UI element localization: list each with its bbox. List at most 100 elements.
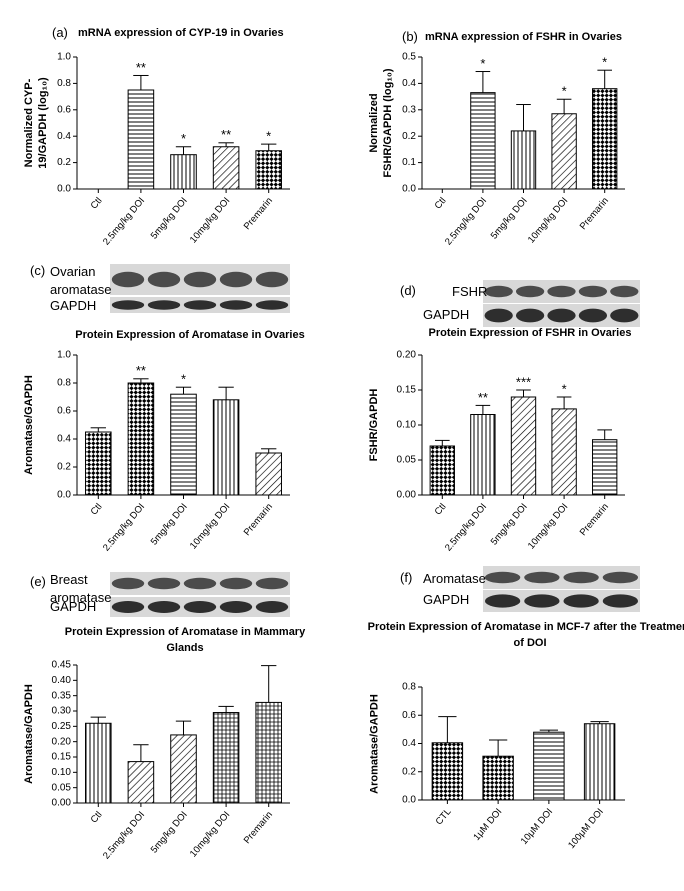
bar (551, 113, 577, 190)
x-tick-label: Premarin (242, 809, 275, 846)
significance: *** (516, 374, 531, 389)
chart-title: Protein Expression of FSHR in Ovaries (428, 327, 632, 339)
bar (127, 89, 155, 190)
y-tick-label: 0.5 (402, 52, 416, 63)
x-tick-label: Ctl (89, 195, 105, 211)
chart-title: mRNA expression of FSHR in Ovaries (425, 31, 623, 43)
panel-label: (f) (400, 570, 413, 585)
y-tick-label: 0.20 (397, 350, 417, 361)
panel-label: (b) (402, 29, 418, 44)
y-tick-label: 0.0 (57, 490, 71, 501)
bar (85, 722, 112, 804)
x-tick-label: 2.5mg/kg DOI (101, 809, 147, 861)
blot-band (219, 601, 253, 613)
x-tick-label: 10mg/kg DOI (188, 809, 232, 859)
bar (510, 396, 537, 496)
chart-title: Protein Expression of Aromatase in Ovari… (75, 329, 305, 341)
bar (170, 154, 197, 190)
bar (583, 723, 616, 801)
bar (592, 88, 618, 190)
y-tick-label: 0.8 (57, 378, 71, 389)
y-tick-label: 0.15 (397, 385, 417, 396)
blot-band (547, 308, 576, 323)
blot-band (524, 594, 560, 608)
chart-title: mRNA expression of CYP-19 in Ovaries (78, 27, 284, 39)
x-tick-label: 10mg/kg DOI (188, 501, 232, 551)
significance: * (562, 84, 567, 99)
blot-band (255, 601, 289, 613)
blot-label: GAPDH (423, 307, 470, 322)
significance: ** (221, 127, 231, 142)
significance: * (562, 381, 567, 396)
blot-band (578, 308, 608, 323)
bar (212, 712, 240, 804)
y-tick-label: 0.8 (402, 682, 416, 693)
blot-band (484, 308, 513, 323)
y-tick-label: 0.25 (52, 721, 72, 732)
blot-band (255, 300, 289, 310)
x-tick-label: 1μM DOI (471, 806, 504, 842)
x-tick-label: 5mg/kg DOI (489, 195, 530, 241)
blot-band (547, 285, 576, 298)
bar (431, 742, 464, 801)
x-tick-label: 5mg/kg DOI (149, 809, 190, 855)
y-tick-label: 0.30 (52, 706, 72, 717)
x-tick-label: 5mg/kg DOI (149, 501, 190, 547)
blot-band (111, 300, 145, 310)
bar (212, 399, 240, 496)
x-tick-label: Ctl (433, 501, 449, 517)
blot-band (515, 285, 545, 298)
y-tick-label: 0.2 (57, 462, 71, 473)
blot-band (147, 577, 181, 590)
bar (255, 701, 282, 804)
blot-band (183, 577, 217, 590)
blot-band (563, 571, 599, 584)
x-tick-label: 10μM DOI (519, 806, 555, 846)
y-axis-label: Aromatase/GAPDH (23, 375, 35, 475)
significance: ** (478, 390, 488, 405)
y-tick-label: 0.4 (57, 131, 71, 142)
blot-label: GAPDH (423, 592, 470, 607)
blot-band (147, 601, 181, 613)
blot-band (147, 300, 181, 310)
blot-band (183, 271, 217, 288)
significance: ** (136, 60, 146, 75)
chart-title: Protein Expression of Aromatase in MCF-7… (367, 621, 684, 649)
blot-band (610, 285, 639, 298)
blot-label: Breast aromatase (50, 572, 112, 605)
x-tick-label: Premarin (578, 501, 611, 538)
bar (85, 431, 112, 496)
panel-label: (a) (52, 25, 68, 40)
x-tick-label: 2.5mg/kg DOI (101, 501, 147, 553)
x-tick-label: 5mg/kg DOI (489, 501, 530, 547)
y-axis-label: Aromatase/GAPDH (368, 693, 380, 794)
bar (255, 452, 282, 496)
chart-title: Protein Expression of Aromatase in Mamma… (64, 626, 306, 654)
y-axis-label: Aromatase/GAPDH (23, 684, 35, 784)
bar (592, 439, 618, 496)
y-tick-label: 0.8 (57, 78, 71, 89)
blot-label: GAPDH (50, 298, 97, 313)
y-tick-label: 0.0 (402, 795, 416, 806)
bar (127, 761, 155, 804)
y-tick-label: 0.45 (52, 660, 72, 671)
y-tick-label: 0.6 (57, 104, 71, 115)
x-tick-label: 2.5mg/kg DOI (101, 195, 147, 247)
blot-label: FSHR (452, 284, 488, 299)
y-tick-label: 0.15 (52, 752, 72, 763)
panel-label: (d) (400, 283, 416, 298)
bar (470, 92, 496, 190)
blot-label: Ovarian aromatase (50, 264, 112, 297)
significance: * (266, 129, 271, 144)
bar (429, 445, 455, 496)
x-tick-label: Premarin (242, 195, 275, 232)
y-tick-label: 0.00 (52, 798, 72, 809)
x-tick-label: 2.5mg/kg DOI (443, 195, 489, 247)
bar (551, 408, 577, 496)
y-tick-label: 1.0 (57, 52, 71, 63)
blot-band (484, 285, 513, 298)
blot-band (219, 577, 253, 590)
blot-band (563, 594, 599, 608)
bar (170, 734, 197, 804)
